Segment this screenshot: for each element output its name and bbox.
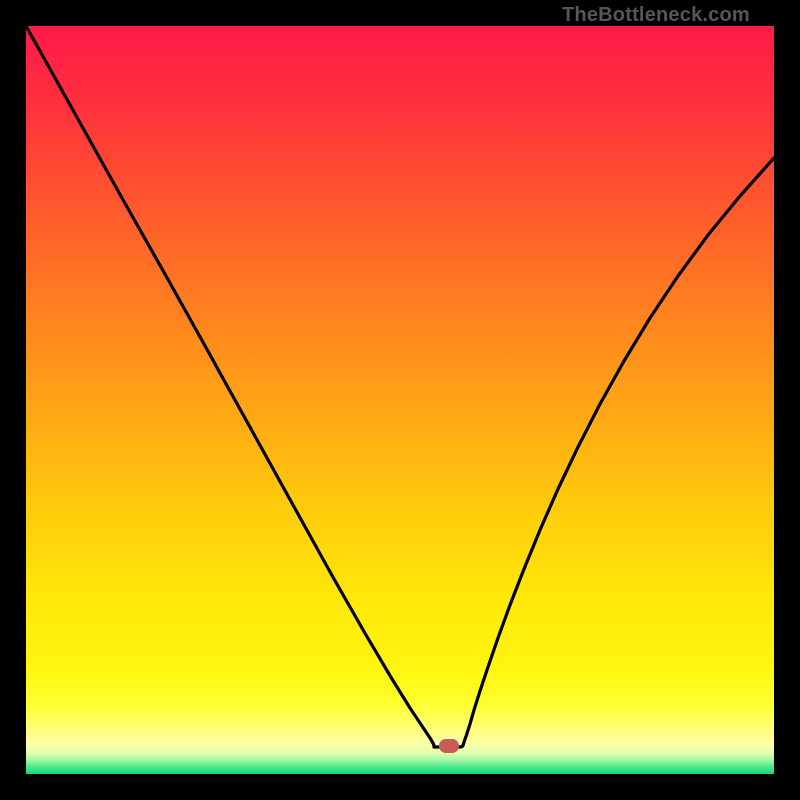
optimum-marker xyxy=(439,739,459,753)
chart-frame xyxy=(0,0,800,800)
gradient-chart xyxy=(0,0,800,800)
watermark-text: TheBottleneck.com xyxy=(562,4,750,27)
plot-background-gradient xyxy=(26,26,774,774)
